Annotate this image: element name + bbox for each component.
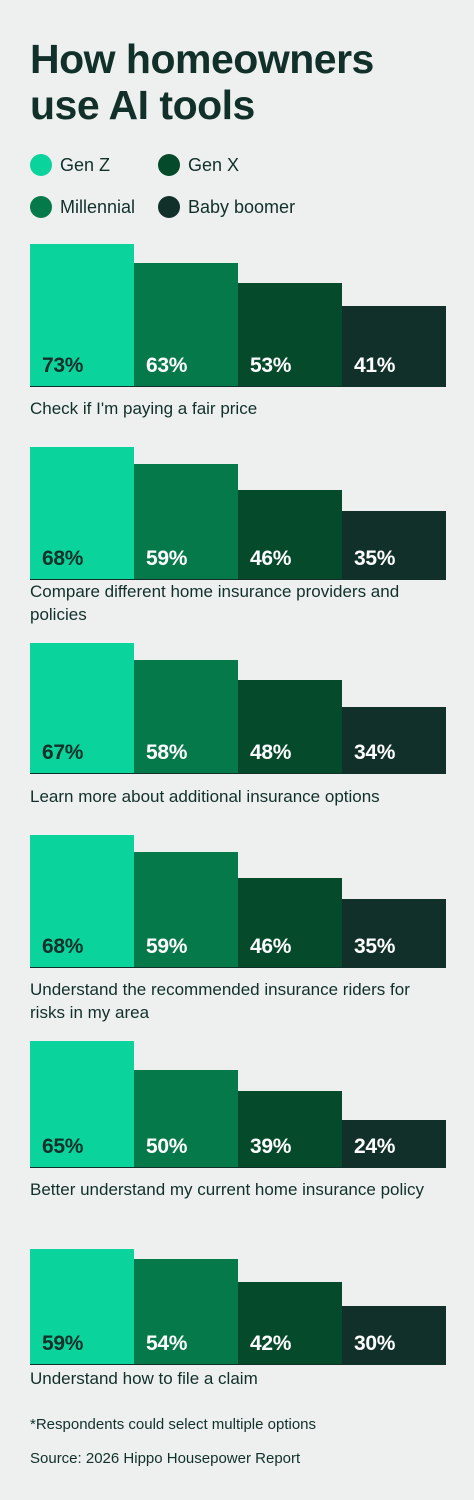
bar: 59% bbox=[134, 464, 238, 579]
bar: 41% bbox=[342, 306, 446, 386]
legend-item-baby-boomer: Baby boomer bbox=[158, 196, 295, 218]
bar-value-label: 59% bbox=[146, 547, 188, 570]
bar-value-label: 73% bbox=[42, 354, 84, 377]
bar-value-label: 34% bbox=[354, 741, 396, 764]
baseline bbox=[30, 579, 446, 580]
bar-value-label: 65% bbox=[42, 1135, 84, 1158]
bar-value-label: 42% bbox=[250, 1332, 292, 1355]
bar-value-label: 48% bbox=[250, 741, 292, 764]
bar: 50% bbox=[134, 1069, 238, 1167]
legend-item-gen-x: Gen X bbox=[158, 154, 239, 176]
bar-value-label: 54% bbox=[146, 1332, 188, 1355]
bar: 30% bbox=[342, 1305, 446, 1364]
category-label: Check if I'm paying a fair price bbox=[30, 399, 258, 418]
bar-group: 65% 50% 39% 24% bbox=[30, 1007, 446, 1168]
bar: 59% bbox=[30, 1249, 134, 1364]
legend-swatch-gen-z bbox=[30, 154, 52, 176]
bar: 35% bbox=[342, 510, 446, 579]
bar: 46% bbox=[238, 489, 342, 579]
legend-label-millennial: Millennial bbox=[60, 196, 136, 217]
category-label: Learn more about additional insurance op… bbox=[30, 787, 380, 806]
bar-group: 73% 63% 53% 41% bbox=[30, 226, 446, 387]
bar-value-label: 58% bbox=[146, 741, 188, 764]
bar-value-label: 67% bbox=[42, 741, 84, 764]
bar: 58% bbox=[134, 660, 238, 773]
bar: 63% bbox=[134, 263, 238, 386]
bar-group: 68% 59% 46% 35% bbox=[30, 807, 446, 968]
baseline bbox=[30, 967, 446, 968]
chart-title: How homeowners use AI tools bbox=[30, 36, 374, 128]
bar: 54% bbox=[134, 1258, 238, 1364]
bar-value-label: 59% bbox=[146, 935, 188, 958]
footnote: *Respondents could select multiple optio… bbox=[30, 1416, 317, 1433]
bar: 48% bbox=[238, 679, 342, 773]
bar: 53% bbox=[238, 282, 342, 386]
bar-value-label: 68% bbox=[42, 547, 84, 570]
bar-value-label: 30% bbox=[354, 1332, 396, 1355]
bar-value-label: 63% bbox=[146, 354, 188, 377]
bar: 35% bbox=[342, 898, 446, 967]
bar-value-label: 68% bbox=[42, 935, 84, 958]
legend-label-gen-x: Gen X bbox=[188, 154, 240, 175]
bar: 59% bbox=[134, 852, 238, 967]
bar-value-label: 35% bbox=[354, 935, 396, 958]
bar: 68% bbox=[30, 446, 134, 579]
category-label: Better understand my current home insura… bbox=[30, 1180, 425, 1199]
bar-value-label: 59% bbox=[42, 1332, 84, 1355]
bar: 39% bbox=[238, 1091, 342, 1167]
source-note: Source: 2026 Hippo Housepower Report bbox=[30, 1450, 301, 1467]
legend-item-millennial: Millennial bbox=[30, 196, 135, 218]
bar-value-label: 50% bbox=[146, 1135, 188, 1158]
bar-value-label: 46% bbox=[250, 935, 292, 958]
legend: Gen Z Gen X Millennial Baby boomer bbox=[30, 154, 450, 224]
legend-item-gen-z: Gen Z bbox=[30, 154, 110, 176]
bar-value-label: 24% bbox=[354, 1135, 396, 1158]
bar-value-label: 41% bbox=[354, 354, 396, 377]
bar-value-label: 46% bbox=[250, 547, 292, 570]
bar-value-label: 35% bbox=[354, 547, 396, 570]
legend-label-baby-boomer: Baby boomer bbox=[188, 196, 296, 217]
baseline bbox=[30, 386, 446, 387]
bar-value-label: 39% bbox=[250, 1135, 292, 1158]
legend-swatch-baby-boomer bbox=[158, 196, 180, 218]
bar: 68% bbox=[30, 834, 134, 967]
bar-value-label: 53% bbox=[250, 354, 292, 377]
baseline bbox=[30, 1167, 446, 1168]
category-label: Compare different home insurance provide… bbox=[30, 582, 400, 624]
category-label: Understand the recommended insurance rid… bbox=[30, 980, 410, 1022]
bar: 65% bbox=[30, 1040, 134, 1167]
baseline bbox=[30, 1364, 446, 1365]
category-label: Understand how to file a claim bbox=[30, 1369, 258, 1388]
bar: 67% bbox=[30, 642, 134, 773]
baseline bbox=[30, 773, 446, 774]
legend-swatch-millennial bbox=[30, 196, 52, 218]
bar-group: 67% 58% 48% 34% bbox=[30, 613, 446, 774]
bar: 42% bbox=[238, 1282, 342, 1364]
bar: 46% bbox=[238, 877, 342, 967]
bar: 34% bbox=[342, 706, 446, 773]
bar-group: 59% 54% 42% 30% bbox=[30, 1204, 446, 1365]
bar: 73% bbox=[30, 244, 134, 386]
bar: 24% bbox=[342, 1120, 446, 1167]
legend-label-gen-z: Gen Z bbox=[60, 154, 111, 175]
bar-group: 68% 59% 46% 35% bbox=[30, 419, 446, 580]
legend-swatch-gen-x bbox=[158, 154, 180, 176]
